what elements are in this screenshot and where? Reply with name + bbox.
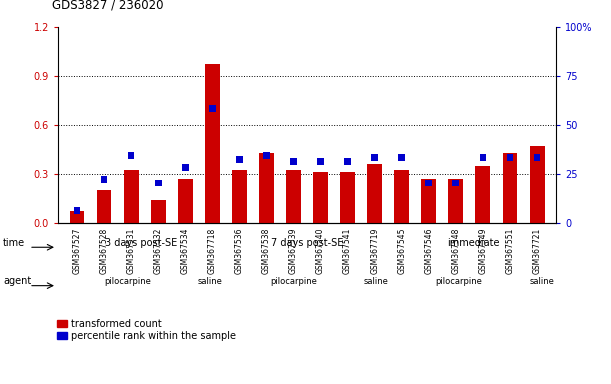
Text: saline: saline [364, 277, 389, 286]
Bar [263, 152, 270, 159]
Text: time: time [3, 238, 25, 248]
Bar [178, 179, 192, 223]
Text: pilocarpine: pilocarpine [270, 277, 316, 286]
Bar [182, 164, 189, 171]
Bar [398, 154, 405, 161]
Bar [151, 200, 166, 223]
Bar [290, 158, 297, 165]
Bar [128, 152, 134, 159]
Bar [317, 158, 324, 165]
Bar [73, 207, 81, 214]
Bar [123, 170, 139, 223]
Bar [205, 65, 220, 223]
Bar [422, 179, 436, 223]
Bar [155, 180, 161, 187]
Bar [209, 105, 216, 112]
Bar [503, 152, 518, 223]
Bar [101, 176, 108, 182]
Text: saline: saline [198, 277, 222, 286]
Bar [236, 156, 243, 163]
Text: agent: agent [3, 276, 31, 286]
Bar [232, 170, 247, 223]
Bar [70, 211, 84, 223]
Bar [507, 154, 513, 161]
Text: immediate: immediate [447, 238, 499, 248]
Bar [344, 158, 351, 165]
Bar [286, 170, 301, 223]
Bar [480, 154, 486, 161]
Bar [340, 172, 355, 223]
Bar [371, 154, 378, 161]
Bar [394, 170, 409, 223]
Bar [475, 166, 491, 223]
Bar [97, 190, 111, 223]
Text: 3 days post-SE: 3 days post-SE [105, 238, 177, 248]
Text: pilocarpine: pilocarpine [436, 277, 483, 286]
Bar [533, 154, 541, 161]
Text: GDS3827 / 236020: GDS3827 / 236020 [52, 0, 163, 12]
Legend: transformed count, percentile rank within the sample: transformed count, percentile rank withi… [57, 319, 236, 341]
Bar [453, 180, 459, 187]
Bar [425, 180, 432, 187]
Bar [530, 146, 544, 223]
Text: pilocarpine: pilocarpine [104, 277, 151, 286]
Text: saline: saline [530, 277, 555, 286]
Bar [259, 152, 274, 223]
Bar [313, 172, 328, 223]
Bar [367, 164, 382, 223]
Bar [448, 179, 463, 223]
Text: 7 days post-SE: 7 days post-SE [271, 238, 343, 248]
